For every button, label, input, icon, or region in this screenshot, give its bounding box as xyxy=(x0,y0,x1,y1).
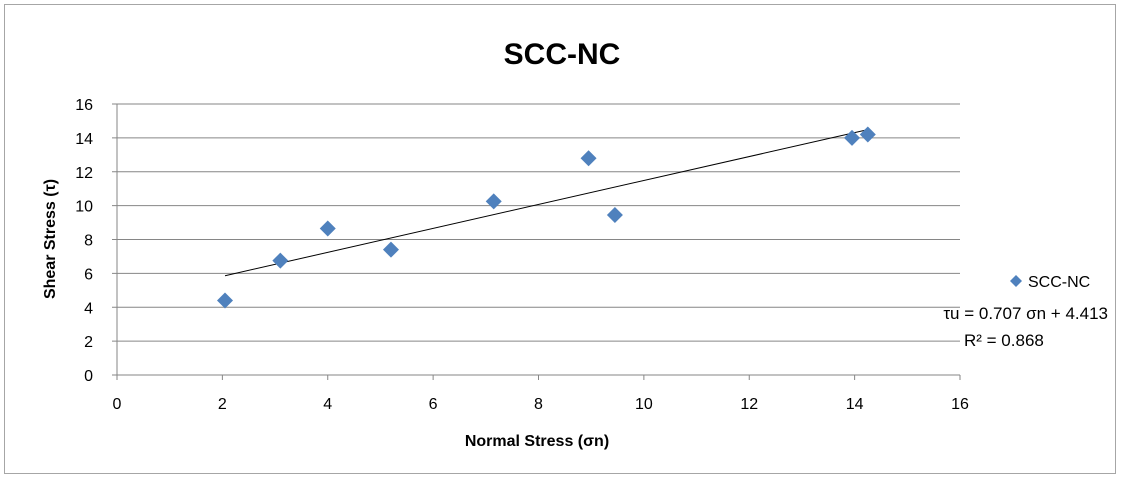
x-tick-labels: 0 2 4 6 8 10 12 14 16 xyxy=(113,375,969,413)
y-tick-label: 12 xyxy=(75,165,93,182)
x-tick-label: 16 xyxy=(951,396,969,413)
trendline-group xyxy=(224,129,868,277)
x-tick-label: 10 xyxy=(635,396,653,413)
y-tick-label: 10 xyxy=(75,199,93,216)
data-point xyxy=(843,129,860,146)
data-point xyxy=(319,220,336,237)
x-tick-label: 8 xyxy=(534,396,543,413)
y-tick-label: 14 xyxy=(75,131,93,148)
data-points xyxy=(217,126,876,309)
x-tick-label: 14 xyxy=(846,396,864,413)
legend-label: SCC-NC xyxy=(1028,274,1090,291)
x-tick-label: 2 xyxy=(218,396,227,413)
x-tick-label: 12 xyxy=(740,396,758,413)
data-point xyxy=(606,206,623,223)
r-squared-label: R² = 0.868 xyxy=(964,331,1044,350)
x-tick-label: 0 xyxy=(113,396,122,413)
gridlines xyxy=(117,103,960,342)
data-point xyxy=(580,150,597,167)
data-point xyxy=(485,193,502,210)
y-tick-label: 6 xyxy=(84,266,93,283)
data-point xyxy=(217,292,234,309)
y-tick-label: 4 xyxy=(84,300,93,317)
x-tick-label: 4 xyxy=(323,396,332,413)
trendline xyxy=(224,129,868,277)
legend-marker xyxy=(1010,275,1022,287)
y-tick-labels: 0 2 4 6 8 10 12 14 16 xyxy=(75,97,117,385)
x-tick-label: 6 xyxy=(429,396,438,413)
y-tick-label: 16 xyxy=(75,97,93,114)
y-tick-label: 2 xyxy=(84,334,93,351)
x-axis-label: Normal Stress (σn) xyxy=(465,433,609,450)
data-point xyxy=(272,252,289,269)
y-axis-label: Shear Stress (τ) xyxy=(42,179,59,299)
data-point xyxy=(382,241,399,258)
data-point xyxy=(859,126,876,143)
legend: SCC-NC xyxy=(1010,274,1090,291)
y-tick-label: 0 xyxy=(84,368,93,385)
y-tick-label: 8 xyxy=(84,233,93,250)
trendline-equation: τu = 0.707 σn + 4.413 xyxy=(943,304,1108,323)
chart-title: SCC-NC xyxy=(504,38,621,71)
